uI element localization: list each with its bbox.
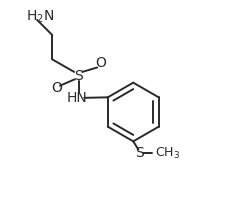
Text: O: O	[95, 56, 106, 70]
Text: $\mathregular{H_2N}$: $\mathregular{H_2N}$	[26, 9, 54, 25]
Text: HN: HN	[66, 91, 87, 105]
Text: S: S	[74, 69, 83, 83]
Text: S: S	[134, 146, 143, 160]
Text: O: O	[51, 81, 61, 95]
Text: $\mathregular{CH_3}$: $\mathregular{CH_3}$	[155, 146, 180, 161]
